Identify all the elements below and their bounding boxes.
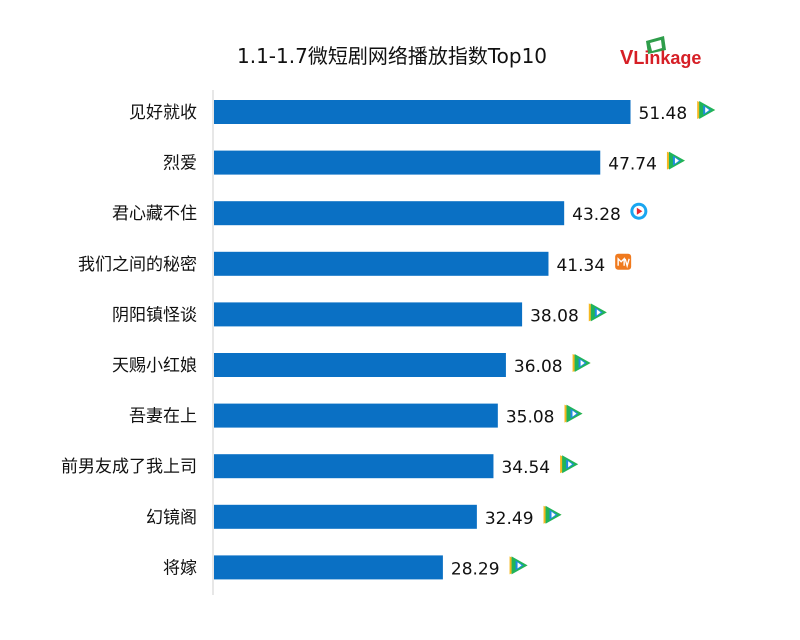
- category-label: 前男友成了我上司: [61, 457, 197, 477]
- chart-title: 1.1-1.7微短剧网络播放指数Top10: [237, 44, 547, 68]
- bar: [214, 504, 477, 529]
- bars-group: [214, 100, 631, 580]
- category-label: 吾妻在上: [129, 407, 197, 427]
- category-label: 君心藏不住: [112, 204, 197, 224]
- value-label: 28.29: [451, 559, 500, 579]
- bar: [214, 150, 601, 175]
- bar: [214, 555, 443, 580]
- value-labels-group: 51.48 47.74 43.28 41.34 38.08 36.08 35.08 34.54…: [451, 104, 687, 579]
- tencent-video-icon: [572, 354, 591, 372]
- mango-tv-icon: [615, 253, 632, 270]
- tencent-video-icon: [588, 303, 607, 322]
- tencent-video-icon: [560, 455, 579, 474]
- category-label: 幻镜阁: [146, 508, 197, 528]
- value-label: 35.08: [506, 408, 555, 428]
- tencent-video-icon: [697, 101, 716, 119]
- vlinkage-logo-mark: [646, 36, 666, 54]
- value-label: 36.08: [514, 357, 563, 377]
- value-label: 41.34: [556, 256, 605, 276]
- tencent-video-icon: [509, 556, 528, 575]
- category-label: 我们之间的秘密: [78, 255, 197, 275]
- value-label: 32.49: [485, 509, 534, 529]
- platform-icons-group: [509, 101, 716, 575]
- bar: [214, 353, 506, 377]
- tencent-video-icon: [666, 151, 685, 170]
- bar: [214, 302, 523, 327]
- tencent-video-icon: [564, 404, 583, 423]
- tencent-video-icon: [543, 505, 562, 524]
- category-label: 烈爱: [163, 154, 197, 174]
- value-label: 47.74: [608, 155, 657, 175]
- category-label: 将嫁: [163, 558, 197, 578]
- category-labels-group: 见好就收烈爱君心藏不住我们之间的秘密阴阳镇怪谈天赐小红娘吾妻在上前男友成了我上司…: [61, 103, 197, 578]
- category-label: 见好就收: [129, 103, 197, 123]
- category-label: 阴阳镇怪谈: [112, 305, 197, 325]
- bar: [214, 454, 494, 479]
- value-label: 51.48: [639, 104, 688, 124]
- value-label: 43.28: [572, 205, 621, 225]
- category-label: 天赐小红娘: [112, 356, 197, 376]
- value-label: 34.54: [501, 458, 550, 478]
- value-label: 38.08: [530, 306, 579, 326]
- bar: [214, 251, 549, 276]
- youku-icon: [630, 202, 648, 220]
- vlinkage-logo-text: VLinkage: [620, 47, 701, 69]
- bar: [214, 100, 631, 124]
- vlinkage-logo: VLinkage: [620, 36, 701, 69]
- bar: [214, 403, 498, 428]
- bar: [214, 201, 565, 226]
